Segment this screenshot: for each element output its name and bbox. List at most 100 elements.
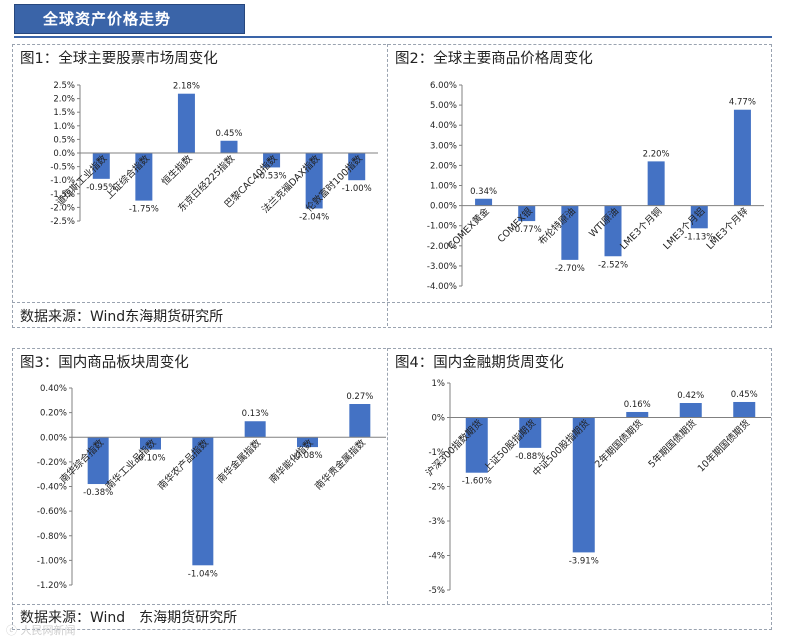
bar xyxy=(220,140,238,153)
y-tick-label: -0.5% xyxy=(50,163,75,173)
bar xyxy=(135,153,153,201)
y-tick-label: 1.0% xyxy=(53,122,75,132)
y-tick-label: 1.00% xyxy=(430,182,457,192)
y-tick-label: -3% xyxy=(428,517,445,527)
y-tick-label: 0% xyxy=(432,414,446,424)
data-label: 0.16% xyxy=(624,400,651,410)
data-label: 0.27% xyxy=(346,392,373,402)
bar xyxy=(518,205,536,222)
y-tick-label: 4.00% xyxy=(430,121,457,131)
bar xyxy=(349,404,371,438)
data-label: -1.04% xyxy=(188,569,218,579)
data-label: 0.45% xyxy=(215,129,242,139)
bottom-charts-frame xyxy=(12,348,772,630)
data-label: 2.18% xyxy=(173,82,200,92)
data-label: -0.77% xyxy=(512,225,542,235)
y-tick-label: -2.5% xyxy=(50,217,75,227)
data-label: -0.10% xyxy=(135,454,165,464)
y-tick-label: -2.0% xyxy=(50,203,75,213)
bar xyxy=(244,421,266,438)
y-tick-label: -5% xyxy=(428,586,445,596)
y-tick-label: 0.00% xyxy=(40,433,67,443)
bar xyxy=(465,417,488,473)
y-tick-label: 1% xyxy=(432,379,446,389)
y-tick-label: 6.00% xyxy=(430,81,457,91)
y-tick-label: 0.20% xyxy=(40,409,67,419)
y-tick-label: -4% xyxy=(428,552,445,562)
y-tick-label: -0.80% xyxy=(37,532,67,542)
y-tick-label: -0.60% xyxy=(37,507,67,517)
y-tick-label: -1% xyxy=(428,448,445,458)
data-label: -1.13% xyxy=(684,232,714,242)
bar xyxy=(348,153,366,181)
data-source-top: 数据来源：Wind东海期货研究所 xyxy=(20,309,224,325)
y-tick-label: 1.5% xyxy=(53,108,75,118)
bar xyxy=(647,161,665,206)
bar xyxy=(87,437,109,485)
data-label: -0.38% xyxy=(83,488,113,498)
y-tick-label: -0.20% xyxy=(37,458,67,468)
category-label: 5年期国债期货 xyxy=(646,417,699,470)
data-label: 0.34% xyxy=(470,187,497,197)
y-tick-label: -4.00% xyxy=(427,282,457,292)
y-tick-label: -1.20% xyxy=(37,581,67,591)
top-divider xyxy=(387,44,388,326)
data-label: -2.04% xyxy=(299,212,329,222)
data-label: 4.77% xyxy=(729,98,756,108)
y-tick-label: 3.00% xyxy=(430,141,457,151)
y-tick-label: -1.00% xyxy=(37,556,67,566)
data-label: 0.42% xyxy=(677,391,704,401)
top-charts-frame xyxy=(12,44,772,328)
y-tick-label: -1.00% xyxy=(427,222,457,232)
data-label: 0.45% xyxy=(731,390,758,400)
bottom-source-divider xyxy=(12,604,770,605)
data-label: -1.00% xyxy=(342,184,372,194)
y-tick-label: -0.40% xyxy=(37,483,67,493)
y-tick-label: 0.0% xyxy=(53,149,75,159)
data-label: -0.88% xyxy=(515,452,545,462)
bottom-divider xyxy=(387,348,388,604)
watermark-logo: ⓒ 人民网新闻 xyxy=(6,624,76,637)
top-source-divider xyxy=(12,302,770,303)
data-label: -2.70% xyxy=(555,264,585,274)
chart4-title: 图4：国内金融期货周变化 xyxy=(395,355,564,371)
y-tick-label: 2.00% xyxy=(430,161,457,171)
bar xyxy=(297,437,318,448)
chart2-title: 图2：全球主要商品价格周变化 xyxy=(395,51,593,67)
bar xyxy=(92,153,110,179)
data-label: -0.08% xyxy=(292,451,322,461)
bar xyxy=(679,403,702,418)
bar xyxy=(177,93,195,153)
y-tick-label: -1.5% xyxy=(50,190,75,200)
y-tick-label: -1.0% xyxy=(50,176,75,186)
y-tick-label: 0.5% xyxy=(53,135,75,145)
report-title-banner: 全球资产价格走势 xyxy=(14,4,245,34)
data-label: -3.91% xyxy=(569,556,599,566)
bar xyxy=(519,417,542,448)
category-label: 2年期国债期货 xyxy=(592,417,645,470)
chart3-title: 图3：国内商品板块周变化 xyxy=(20,355,189,371)
data-label: -0.53% xyxy=(257,171,287,181)
y-tick-label: 0.40% xyxy=(40,384,67,394)
y-tick-label: -2% xyxy=(428,483,445,493)
y-tick-label: 5.00% xyxy=(430,101,457,111)
bar xyxy=(690,205,708,229)
bar xyxy=(140,437,161,450)
data-label: 2.20% xyxy=(643,149,670,159)
chart1-title: 图1：全球主要股票市场周变化 xyxy=(20,51,218,67)
bar xyxy=(626,411,649,418)
data-label: -0.95% xyxy=(86,183,116,193)
bar xyxy=(572,417,595,553)
data-label: -1.75% xyxy=(129,205,159,215)
bar xyxy=(263,153,281,168)
data-label: -1.60% xyxy=(462,477,492,487)
y-tick-label: 2.0% xyxy=(53,95,75,105)
bar xyxy=(733,401,756,418)
bar xyxy=(305,153,323,209)
bar xyxy=(733,109,751,206)
bar xyxy=(561,205,579,260)
